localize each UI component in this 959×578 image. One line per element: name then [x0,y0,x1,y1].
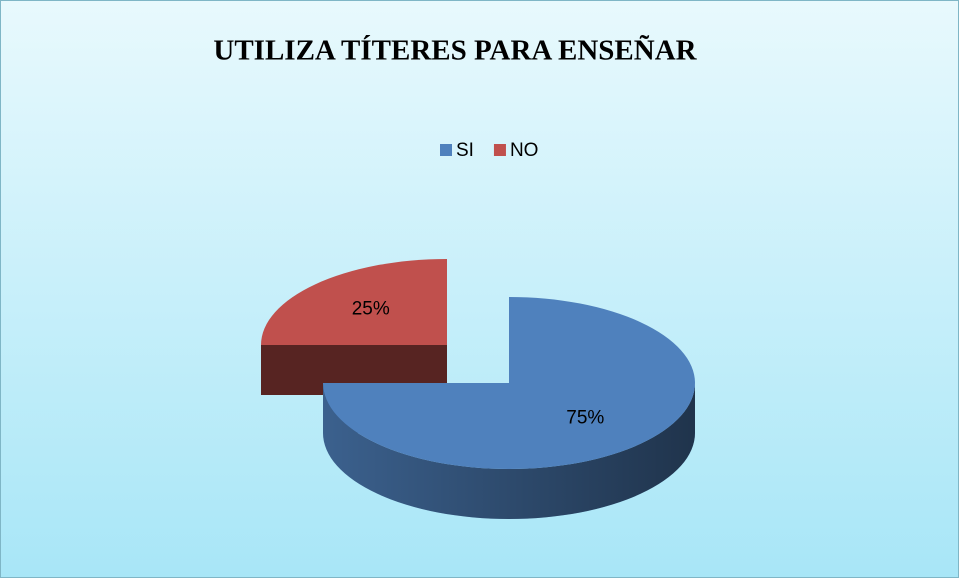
data-label: 25% [352,299,390,320]
chart-title: UTILIZA TÍTERES PARA ENSEÑAR [213,34,697,67]
data-label: 75% [566,407,604,428]
legend-swatch [493,144,506,156]
legend-label: NO [510,140,539,161]
slice-top [261,259,447,345]
legend-label: SI [456,140,474,161]
legend-swatch [440,144,452,156]
slice-top [323,297,695,469]
slice-side-shade [261,345,447,395]
slice-wall-shade [323,383,695,519]
pie-slice [261,259,447,395]
pie-slice [323,297,695,519]
